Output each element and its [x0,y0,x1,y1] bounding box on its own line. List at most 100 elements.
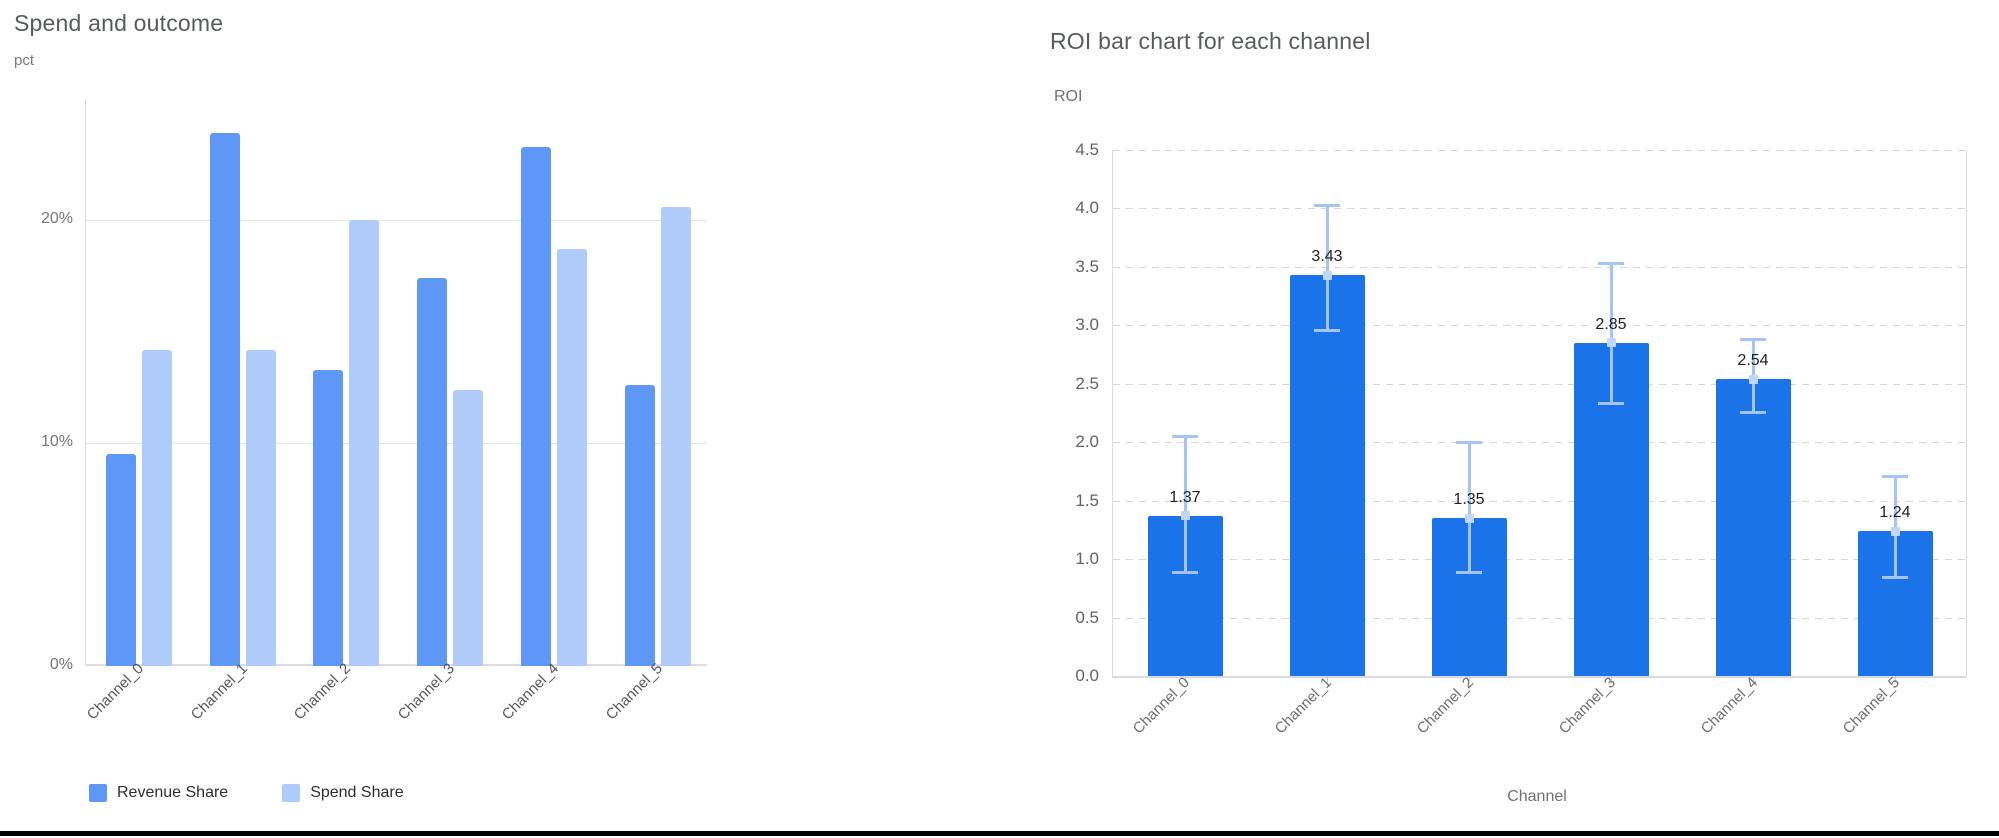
bar-spend-share-channel-2 [349,220,380,666]
error-cap-bottom-channel-4 [1740,411,1766,414]
gridline-3.0 [1113,325,1966,327]
gridline-0.5 [1113,617,1966,619]
bar-revenue-share-channel-4 [520,146,551,666]
error-cap-bottom-channel-5 [1882,575,1908,579]
x-tick-label-channel-3: Channel_3 [1555,673,1619,738]
x-tick-label-channel-1: Channel_1 [1271,673,1335,738]
error-cap-top-channel-4 [1740,338,1766,342]
gridline-1.5 [1113,500,1966,502]
y-tick-label-1.5: 1.5 [1075,490,1099,510]
x-tick-label-channel-5: Channel_5 [1839,673,1903,738]
error-cap-top-channel-5 [1882,475,1908,479]
y-tick-label-3.0: 3.0 [1075,315,1099,335]
gridline-4.0 [1113,208,1966,210]
bar-revenue-share-channel-0 [106,454,136,666]
y-tick-label-2.0: 2.0 [1075,432,1099,452]
gridline-3.5 [1113,266,1966,268]
error-mean-marker-channel-3 [1606,338,1616,348]
bar-revenue-share-channel-1 [209,133,240,666]
error-cap-top-channel-1 [1314,203,1340,207]
bar-value-label-channel-1: 3.43 [1311,248,1343,266]
bar-spend-share-channel-4 [556,249,587,666]
y-axis-line [85,100,86,666]
y-tick-label-3.5: 3.5 [1075,256,1099,276]
error-cap-bottom-channel-1 [1314,329,1340,333]
roi-x-axis-title: Channel [1507,788,1567,805]
gridline-10% [85,443,707,445]
x-tick-label-channel-4: Channel_4 [1697,673,1761,738]
bar-value-label-channel-2: 1.35 [1453,491,1485,509]
bar-revenue-share-channel-5 [624,385,655,666]
x-tick-label-channel-1: Channel_1 [187,659,251,724]
bar-revenue-share-channel-3 [417,278,448,666]
legend-item-spend-share: Spend Share [282,784,404,802]
x-tick-label-channel-3: Channel_3 [394,659,459,724]
bar-revenue-share-channel-2 [313,369,344,666]
bar-spend-share-channel-5 [660,206,691,666]
error-bar-channel-1 [1325,204,1329,332]
error-bar-channel-3 [1609,263,1613,404]
spend-outcome-chart-title: Spend and outcome [14,10,224,36]
bar-spend-share-channel-0 [142,349,172,666]
spend-outcome-legend: Revenue Share Spend Share [89,784,404,802]
bar-value-label-channel-5: 1.24 [1879,504,1911,522]
y-tick-label-4.0: 4.0 [1075,198,1099,218]
bar-value-label-channel-4: 2.54 [1737,352,1769,370]
error-cap-top-channel-3 [1598,262,1624,266]
legend-swatch-spend-share [282,784,301,802]
legend-swatch-revenue-share [89,784,107,802]
error-bar-channel-2 [1467,442,1471,574]
legend-label-revenue-share: Revenue Share [117,784,229,801]
error-bar-channel-0 [1183,436,1187,574]
bar-roi-channel-1 [1289,275,1365,676]
gridline-1.0 [1113,559,1966,561]
gridline-2.5 [1113,383,1966,385]
bar-spend-share-channel-1 [245,349,276,666]
roi-plot-area: 0.0 0.5 1.0 1.5 2.0 2.5 3.0 3.5 4.0 4.5 1.37 Channe… [1075,140,1967,737]
error-mean-marker-channel-2 [1464,513,1474,523]
spend-outcome-plot-area: 0% 10% 20% Channel_0 Channel_1 Channel_2 Chann… [41,100,707,723]
y-tick-label-4.5: 4.5 [1075,140,1099,159]
gridline-4.5 [1113,150,1966,151]
bar-value-label-channel-3: 2.85 [1595,315,1627,333]
bar-value-label-channel-0: 1.37 [1169,488,1201,506]
x-tick-label-channel-2: Channel_2 [1413,673,1477,738]
bar-roi-channel-4 [1715,379,1791,676]
x-tick-mark-channel-4 [1753,676,1754,683]
gridline-2.0 [1113,442,1966,444]
legend-label-spend-share: Spend Share [310,784,404,801]
error-cap-top-channel-2 [1456,441,1482,445]
bar-spend-share-channel-3 [453,389,484,666]
x-axis-baseline [85,664,707,666]
roi-y-axis-title: ROI [1054,88,1083,105]
error-cap-bottom-channel-0 [1172,571,1198,575]
x-tick-label-channel-5: Channel_5 [602,659,666,724]
x-tick-label-channel-4: Channel_4 [498,659,562,724]
y-tick-label-0.0: 0.0 [1075,666,1099,685]
roi-chart-title: ROI bar chart for each channel [1050,28,1371,54]
error-cap-top-channel-0 [1172,435,1198,439]
error-mean-marker-channel-1 [1322,270,1332,280]
y-tick-label-10%: 10% [40,433,73,451]
error-cap-bottom-channel-3 [1598,401,1624,405]
error-mean-marker-channel-4 [1748,374,1758,384]
x-tick-mark-channel-5 [1895,676,1896,683]
error-cap-bottom-channel-2 [1456,571,1482,575]
x-tick-mark-channel-3 [1611,676,1612,683]
y-tick-label-1.0: 1.0 [1075,549,1099,569]
gridline-20% [85,220,707,222]
y-tick-label-2.5: 2.5 [1075,373,1099,393]
y-tick-label-20%: 20% [40,210,73,228]
x-tick-label-channel-0: Channel_0 [1129,673,1193,738]
error-mean-marker-channel-0 [1180,511,1190,521]
window-bottom-border [0,831,1999,836]
y-tick-label-0.5: 0.5 [1075,607,1099,627]
error-mean-marker-channel-5 [1890,526,1900,536]
x-tick-label-channel-2: Channel_2 [291,659,355,724]
y-tick-label-0%: 0% [49,656,73,673]
x-tick-mark-channel-2 [1469,676,1470,683]
x-tick-mark-channel-1 [1327,676,1328,683]
legend-item-revenue-share: Revenue Share [89,784,228,802]
x-tick-mark-channel-0 [1185,676,1186,683]
